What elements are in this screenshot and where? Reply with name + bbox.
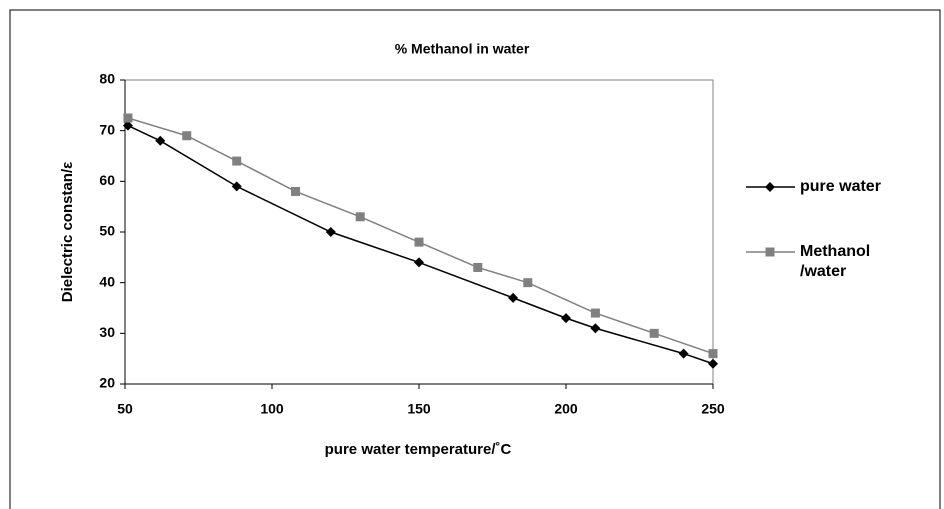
- x-tick-label: 100: [260, 401, 284, 417]
- legend-marker: [765, 182, 775, 192]
- marker: [291, 186, 301, 196]
- y-tick-label: 30: [99, 324, 115, 340]
- x-tick-label: 150: [407, 401, 431, 417]
- y-tick-label: 80: [99, 71, 115, 87]
- marker: [561, 313, 571, 324]
- marker: [590, 323, 601, 334]
- marker: [325, 227, 336, 237]
- x-tick-label: 50: [117, 401, 133, 417]
- marker: [414, 257, 424, 268]
- plot-area: [124, 79, 714, 385]
- chart-title: % Methanol in water: [395, 41, 530, 57]
- y-tick-label: 70: [99, 121, 115, 137]
- marker: [473, 262, 483, 272]
- marker: [155, 135, 166, 146]
- series-line: [127, 124, 714, 365]
- marker: [649, 328, 659, 338]
- chart-frame: [9, 9, 941, 509]
- marker: [708, 358, 718, 369]
- marker: [708, 349, 718, 359]
- y-tick-label: 20: [99, 375, 115, 391]
- marker: [231, 181, 242, 192]
- legend-marker: [765, 247, 775, 257]
- y-axis-label: Dielectric constan/ε: [59, 162, 76, 303]
- marker: [355, 212, 365, 222]
- marker: [508, 292, 519, 303]
- series-line: [127, 117, 714, 355]
- y-tick-label: 40: [99, 273, 115, 289]
- legend-label: pure water: [800, 178, 881, 195]
- y-tick-label: 50: [99, 223, 115, 239]
- marker: [590, 308, 600, 318]
- marker: [414, 237, 424, 247]
- marker: [232, 156, 242, 166]
- x-tick-label: 200: [554, 401, 578, 417]
- x-tick-label: 250: [701, 401, 725, 417]
- legend-label: Methanol /water: [800, 243, 871, 280]
- marker: [182, 131, 192, 141]
- y-tick-label: 60: [99, 172, 115, 188]
- marker: [678, 348, 689, 359]
- marker: [123, 113, 133, 123]
- marker: [523, 278, 533, 288]
- marker: [122, 120, 133, 131]
- x-axis-label: pure water temperature/˚C: [325, 441, 512, 458]
